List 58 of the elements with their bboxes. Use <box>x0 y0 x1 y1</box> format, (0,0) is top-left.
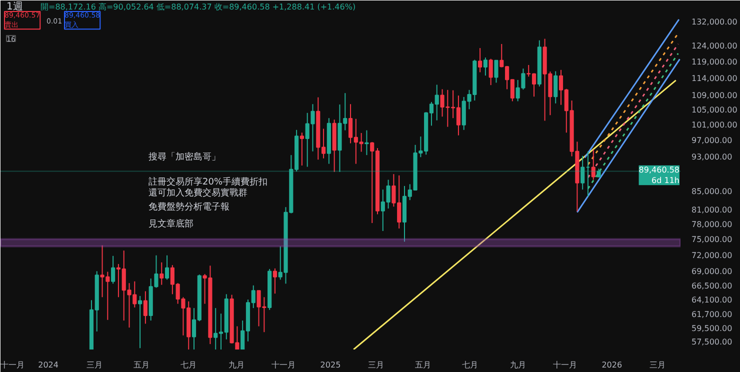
candlestick <box>591 149 596 180</box>
candlestick <box>364 130 369 156</box>
candlestick <box>483 57 488 76</box>
candlestick <box>488 58 493 86</box>
candlestick <box>580 155 585 190</box>
y-tick-label: 114,000.00 <box>692 74 738 83</box>
annotation: 註冊交易所享20%手續費折扣 <box>148 176 268 188</box>
chart-title: 1週 <box>6 2 23 12</box>
x-tick-label: 三月 <box>86 360 103 370</box>
y-tick-label: 124,000.00 <box>692 42 738 51</box>
y-tick-label: 72,000.00 <box>692 250 732 260</box>
y-tick-label: 78,000.00 <box>692 220 732 230</box>
y-tick-label: 59,500.00 <box>692 324 732 334</box>
x-tick-label: 五月 <box>414 360 431 370</box>
x-tick-label: 十一月 <box>0 360 24 370</box>
y-tick-label: 75,000.00 <box>692 235 732 244</box>
y-tick-label: 119,000.00 <box>692 57 738 66</box>
annotation: 免費盤勢分析電子報 <box>148 202 230 212</box>
x-tick-label: 2026 <box>602 360 622 370</box>
x-tick-label: 七月 <box>180 360 197 370</box>
y-tick-label: 61,700.00 <box>692 310 732 320</box>
annotation: 搜尋「加密島哥」 <box>148 152 220 162</box>
x-tick-label: 2025 <box>320 360 341 370</box>
x-tick-label: 2024 <box>38 360 58 370</box>
candlestick <box>478 48 482 73</box>
annotation: 見文章底部 <box>148 218 194 230</box>
x-tick-label: 五月 <box>134 360 150 370</box>
chart-subtitle: 開=88,172.16 高=90,052.64 低=88,074.37 收=89,460.58 +1,288.41 (+1.46%) <box>40 2 356 12</box>
candlestick <box>554 70 558 104</box>
candlestick <box>164 254 170 280</box>
x-tick-label: 九月 <box>510 360 526 370</box>
x-tick-label: 十一月 <box>552 360 577 370</box>
x-tick-label: 三月 <box>649 360 666 370</box>
y-tick-label: 132,000.00 <box>692 17 738 26</box>
candlestick <box>111 255 116 284</box>
x-tick-label: 七月 <box>462 360 478 370</box>
y-tick-label: 93,000.00 <box>692 152 732 162</box>
candlestick <box>300 132 304 166</box>
y-tick-label: 57,500.00 <box>692 337 732 346</box>
candlestick <box>143 290 148 324</box>
candlestick <box>272 268 278 294</box>
y-tick-label: 85,000.00 <box>692 186 732 196</box>
y-tick-label: 69,000.00 <box>692 267 732 276</box>
annotation: 還可加入免費交易實戰群 <box>148 188 248 198</box>
x-tick-label: 九月 <box>228 360 244 370</box>
y-tick-label: 66,500.00 <box>692 281 732 290</box>
y-tick-label: 105,000.00 <box>692 106 738 115</box>
candlestick <box>494 60 498 84</box>
y-tick-label: 101,000.00 <box>692 120 738 130</box>
ref-line-label: 89,460.58 6d 11h <box>638 165 680 186</box>
y-tick-label: 81,000.00 <box>692 205 732 214</box>
x-tick-label: 三月 <box>368 360 384 370</box>
y-tick-label: 109,000.00 <box>692 91 738 100</box>
x-tick-label: 十一月 <box>271 360 296 370</box>
y-tick-label: 64,100.00 <box>692 296 732 305</box>
y-tick-label: 97,000.00 <box>692 136 732 146</box>
candlestick <box>138 295 142 349</box>
candlestick <box>160 262 164 286</box>
